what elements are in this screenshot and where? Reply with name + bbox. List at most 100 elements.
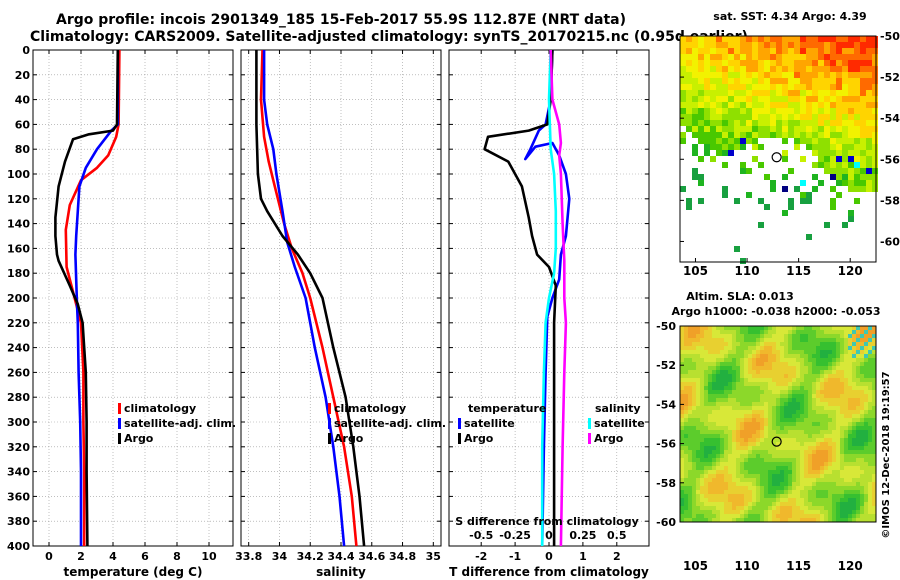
sla-cell <box>776 474 780 478</box>
sla-cell <box>696 382 700 386</box>
sla-cell <box>764 458 768 462</box>
sla-cell <box>716 374 720 378</box>
sst-cell <box>776 132 782 138</box>
sla-cell <box>784 414 788 418</box>
sla-cell <box>752 354 756 358</box>
sst-cell <box>836 156 842 162</box>
sst-cell <box>860 90 866 96</box>
sla-cell <box>720 506 724 510</box>
sla-cell <box>752 418 756 422</box>
sla-cell <box>836 426 840 430</box>
sla-cell <box>796 334 800 338</box>
sla-cell <box>848 354 852 358</box>
sla-cell <box>864 326 868 330</box>
sst-cell <box>722 84 728 90</box>
sla-cell <box>708 386 712 390</box>
sla-cell <box>796 486 800 490</box>
sst-cell <box>854 180 860 186</box>
sla-cell <box>696 470 700 474</box>
sla-cell <box>692 362 696 366</box>
sla-cell <box>812 354 816 358</box>
sla-cell <box>728 410 732 414</box>
sst-cell <box>806 78 812 84</box>
sla-cell <box>724 470 728 474</box>
sla-cell <box>860 346 864 350</box>
sla-cell <box>860 494 864 498</box>
sla-cell <box>720 406 724 410</box>
sla-cell <box>784 490 788 494</box>
sla-cell <box>864 418 868 422</box>
sla-cell <box>764 410 768 414</box>
sst-cell <box>788 78 794 84</box>
sla-cell <box>868 438 872 442</box>
sst-cell <box>752 78 758 84</box>
sla-cell <box>840 426 844 430</box>
sst-cell <box>734 66 740 72</box>
sla-cell <box>728 470 732 474</box>
sst-cell <box>866 156 872 162</box>
sla-cell <box>816 362 820 366</box>
sla-cell <box>788 514 792 518</box>
sst-cell <box>746 42 752 48</box>
sla-cell <box>828 510 832 514</box>
sla-cell <box>828 402 832 406</box>
sst-cell <box>830 108 836 114</box>
sla-cell <box>828 490 832 494</box>
sla-cell <box>736 334 740 338</box>
sla-cell <box>744 342 748 346</box>
sla-cell <box>828 422 832 426</box>
sla-cell <box>784 386 788 390</box>
sst-cell <box>848 84 854 90</box>
sla-cell <box>776 358 780 362</box>
sla-cell <box>856 486 860 490</box>
sla-cell <box>744 470 748 474</box>
sla-cell <box>868 366 872 370</box>
sst-cell <box>740 60 746 66</box>
sla-cell <box>844 414 848 418</box>
series-line-argo <box>54 49 120 547</box>
sla-cell <box>692 442 696 446</box>
sla-cell <box>780 490 784 494</box>
sla-cell <box>720 510 724 514</box>
sla-cell <box>856 342 860 346</box>
sla-cell <box>800 398 804 402</box>
sla-cell <box>684 358 688 362</box>
sla-cell <box>852 398 856 402</box>
sla-cell <box>784 382 788 386</box>
sla-cell <box>732 366 736 370</box>
sla-cell <box>736 434 740 438</box>
sst-cell <box>734 72 740 78</box>
sla-cell <box>752 434 756 438</box>
sla-cell <box>832 402 836 406</box>
sst-cell <box>734 120 740 126</box>
sla-cell <box>800 342 804 346</box>
sla-cell <box>776 382 780 386</box>
sst-cell <box>740 72 746 78</box>
legend-item-label: Argo <box>594 432 624 445</box>
sla-cell <box>864 466 868 470</box>
sla-cell <box>684 462 688 466</box>
sst-cell <box>794 114 800 120</box>
sla-cell <box>752 358 756 362</box>
sla-cell <box>852 378 856 382</box>
sst-cell <box>806 36 812 42</box>
sla-cell <box>772 362 776 366</box>
panel-temperature: 0 2 4 6 8 10020406080100120140160180200220240… <box>7 44 236 579</box>
sla-cell <box>716 386 720 390</box>
sla-cell <box>768 418 772 422</box>
sla-cell <box>860 430 864 434</box>
sst-cell <box>866 102 872 108</box>
sla-cell <box>760 466 764 470</box>
sla-cell <box>872 374 876 378</box>
sst-cell <box>824 84 830 90</box>
sla-cell <box>704 434 708 438</box>
sla-cell <box>808 518 812 522</box>
sla-cell <box>740 502 744 506</box>
sst-heatmap-cells <box>680 36 878 264</box>
sst-cell <box>710 96 716 102</box>
sst-cell <box>782 54 788 60</box>
sla-cell <box>800 454 804 458</box>
sla-cell <box>864 342 868 346</box>
sst-cell <box>866 186 872 192</box>
sla-cell <box>732 374 736 378</box>
